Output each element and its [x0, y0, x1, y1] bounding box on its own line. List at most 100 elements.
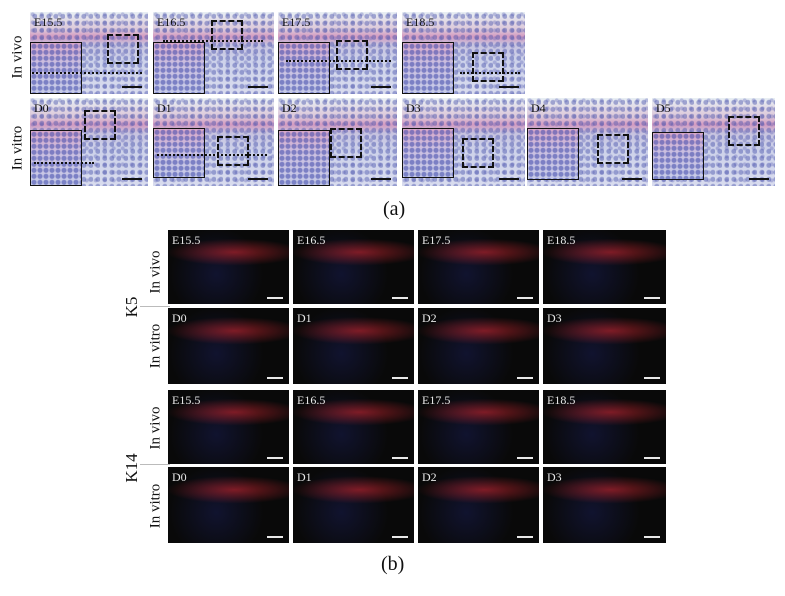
epidermis-boundary: [460, 72, 520, 74]
scale-bar: [392, 536, 408, 538]
tile-label: E16.5: [157, 15, 186, 29]
tile-label: D4: [531, 101, 546, 115]
he-tile: E15.5: [30, 12, 148, 94]
fluorescence-tile: D3: [543, 467, 666, 543]
zoom-region-box: [336, 40, 368, 70]
tile-label: E18.5: [406, 15, 435, 29]
tile-label: D0: [172, 311, 187, 325]
scale-bar: [267, 377, 283, 379]
row-label-in-vivo: In vivo: [147, 250, 164, 294]
tile-label: E16.5: [297, 393, 326, 407]
tile-label: D2: [422, 470, 437, 484]
tile-label: E17.5: [422, 393, 451, 407]
group-separator: [140, 306, 170, 307]
tile-label: E16.5: [297, 233, 326, 247]
he-tile: E18.5: [402, 12, 525, 94]
tile-label: D1: [297, 311, 312, 325]
fluorescence-tile: E16.5: [293, 390, 414, 464]
fluorescence-tile: D2: [418, 467, 539, 543]
inset-zoom: [153, 42, 205, 94]
he-tile: D4: [527, 98, 648, 186]
scale-bar: [644, 297, 660, 299]
tile-label: E17.5: [282, 15, 311, 29]
zoom-region-box: [472, 52, 504, 82]
tile-label: D3: [547, 470, 562, 484]
scale-bar: [749, 178, 769, 180]
row-label-in-vitro: In vitro: [9, 125, 26, 171]
tile-label: D0: [34, 101, 49, 115]
fluorescence-tile: D0: [168, 467, 289, 543]
scale-bar: [517, 457, 533, 459]
group-separator: [140, 464, 170, 465]
tile-label: D1: [157, 101, 172, 115]
inset-zoom: [652, 132, 704, 180]
scale-bar: [622, 178, 642, 180]
tile-label: E15.5: [172, 393, 201, 407]
tile-label: D1: [297, 470, 312, 484]
zoom-region-box: [84, 110, 116, 140]
scale-bar: [267, 297, 283, 299]
scale-bar: [267, 536, 283, 538]
scale-bar: [392, 297, 408, 299]
fluorescence-tile: D3: [543, 308, 666, 384]
scale-bar: [392, 377, 408, 379]
scale-bar: [267, 457, 283, 459]
fluorescence-tile: E17.5: [418, 230, 539, 304]
he-tile: D5: [652, 98, 775, 186]
scale-bar: [122, 86, 142, 88]
row-label-in-vivo: In vivo: [147, 406, 164, 450]
he-tile: E16.5: [153, 12, 274, 94]
zoom-region-box: [597, 134, 629, 164]
inset-zoom: [402, 42, 454, 94]
fluorescence-tile: E15.5: [168, 390, 289, 464]
fluorescence-tile: E18.5: [543, 390, 666, 464]
he-tile: D0: [30, 98, 148, 186]
zoom-region-box: [211, 20, 243, 50]
epidermis-boundary: [157, 154, 267, 156]
inset-zoom: [278, 42, 330, 94]
tile-label: E15.5: [172, 233, 201, 247]
group-label-k14: K14: [122, 453, 141, 483]
tile-label: D3: [547, 311, 562, 325]
scale-bar: [517, 536, 533, 538]
tile-label: E18.5: [547, 233, 576, 247]
scale-bar: [644, 536, 660, 538]
panel-a-marker: (a): [383, 198, 406, 220]
tile-label: D2: [282, 101, 297, 115]
zoom-region-box: [462, 138, 494, 168]
epidermis-boundary: [34, 162, 94, 164]
row-label-in-vivo: In vivo: [9, 35, 26, 79]
inset-zoom: [402, 128, 454, 178]
inset-zoom: [278, 130, 330, 186]
epidermis-boundary: [163, 40, 263, 42]
scale-bar: [644, 457, 660, 459]
fluorescence-tile: E18.5: [543, 230, 666, 304]
tile-label: E15.5: [34, 15, 63, 29]
he-tile: D1: [153, 98, 274, 186]
zoom-region-box: [107, 34, 139, 64]
scale-bar: [517, 377, 533, 379]
fluorescence-tile: D1: [293, 467, 414, 543]
scale-bar: [517, 297, 533, 299]
fluorescence-tile: E15.5: [168, 230, 289, 304]
scale-bar: [371, 86, 391, 88]
scale-bar: [392, 457, 408, 459]
group-label-k5: K5: [122, 296, 141, 318]
epidermis-boundary: [32, 72, 142, 74]
fluorescence-tile: D1: [293, 308, 414, 384]
inset-zoom: [30, 130, 82, 186]
tile-label: D3: [406, 101, 421, 115]
inset-zoom: [30, 42, 82, 94]
he-tile: D2: [278, 98, 397, 186]
fluorescence-tile: E17.5: [418, 390, 539, 464]
tile-label: E18.5: [547, 393, 576, 407]
scale-bar: [499, 178, 519, 180]
row-label-in-vitro: In vitro: [147, 483, 164, 529]
zoom-region-box: [217, 136, 249, 166]
zoom-region-box: [330, 128, 362, 158]
fluorescence-tile: D2: [418, 308, 539, 384]
inset-zoom: [153, 128, 205, 178]
scale-bar: [122, 178, 142, 180]
row-label-in-vitro: In vitro: [147, 323, 164, 369]
scale-bar: [371, 178, 391, 180]
